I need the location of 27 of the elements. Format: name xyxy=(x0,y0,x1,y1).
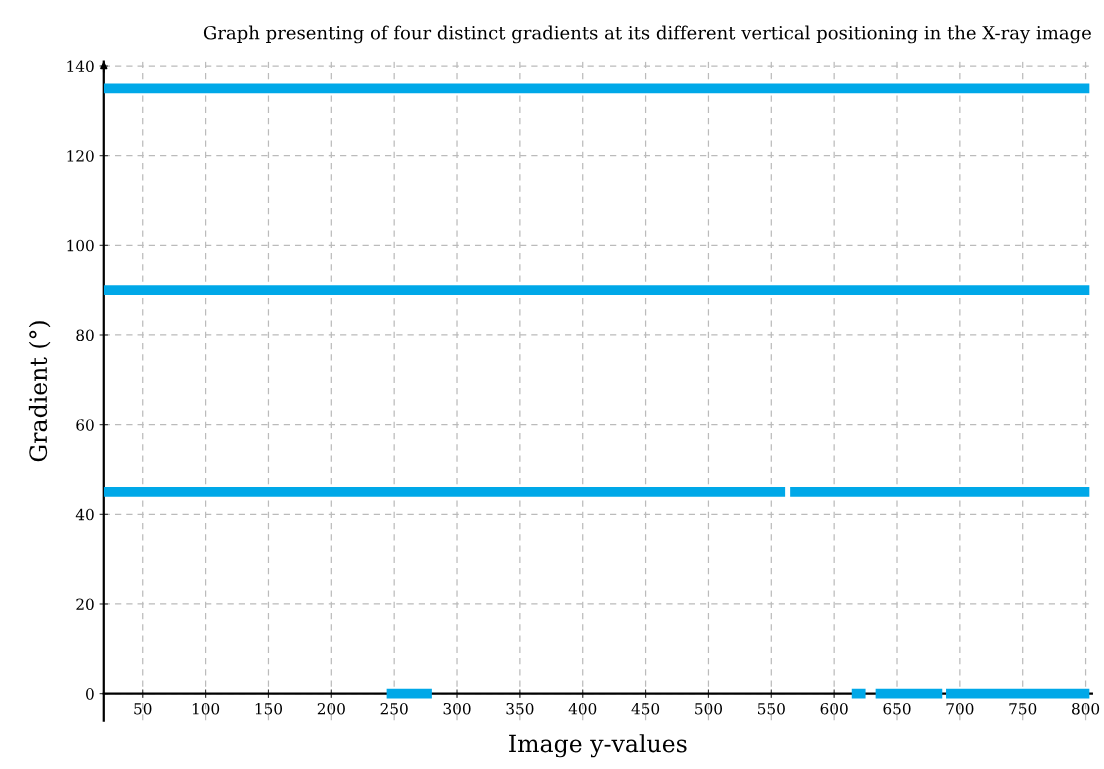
y-tick-label: 120 xyxy=(67,150,94,162)
x-tick-label: 150 xyxy=(255,702,283,715)
y-axis-title: Gradient (°) xyxy=(28,321,51,462)
x-tick-label: 550 xyxy=(758,702,785,715)
x-tick-label: 650 xyxy=(883,702,911,715)
x-tick-label: 800 xyxy=(1072,702,1100,715)
x-tick-label: 750 xyxy=(1009,702,1037,715)
y-tick-label: 100 xyxy=(67,239,94,252)
x-tick-label: 50 xyxy=(134,702,152,715)
x-tick-label: 500 xyxy=(695,702,723,715)
x-tick-label: 600 xyxy=(820,702,848,715)
x-tick-label: 350 xyxy=(506,702,534,715)
y-tick-label: 0 xyxy=(86,688,94,700)
x-tick-label: 700 xyxy=(946,702,974,715)
y-tick-label: 140 xyxy=(67,60,94,73)
x-tick-label: 100 xyxy=(192,702,220,715)
x-tick-label: 250 xyxy=(380,702,408,715)
x-tick-label: 300 xyxy=(443,702,471,715)
x-axis-title: Image y-values xyxy=(509,734,687,758)
y-tick-label: 80 xyxy=(76,329,94,342)
y-tick-label: 20 xyxy=(76,598,94,611)
chart-title: Graph presenting of four distinct gradients at its different vertical positioning in the X-ray image xyxy=(203,25,1091,44)
x-tick-label: 450 xyxy=(631,702,660,715)
x-tick-label: 200 xyxy=(317,702,345,715)
x-tick-label: 400 xyxy=(568,702,597,715)
y-tick-label: 40 xyxy=(75,508,94,521)
y-tick-label: 60 xyxy=(76,419,94,431)
